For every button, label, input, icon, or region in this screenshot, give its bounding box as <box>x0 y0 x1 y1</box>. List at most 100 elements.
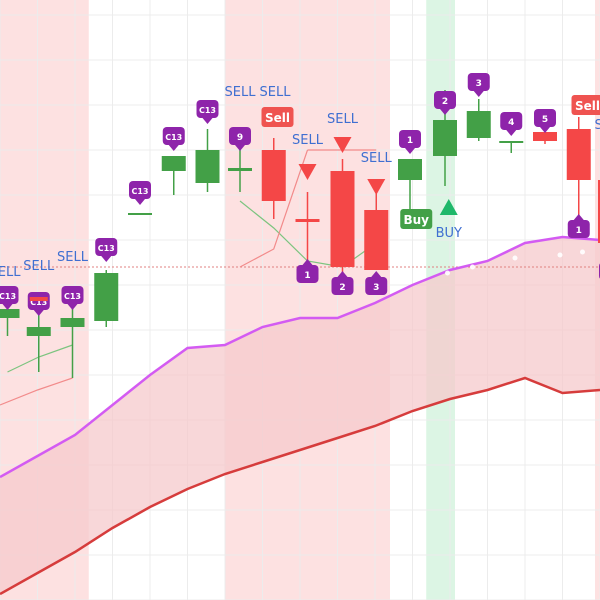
candle-body <box>261 150 286 201</box>
count-marker-box <box>162 127 185 145</box>
count-marker: 3 <box>467 73 490 97</box>
count-marker-box <box>365 277 388 295</box>
sell-box: Sell <box>261 107 294 127</box>
candle <box>598 180 600 243</box>
sell-arrow <box>298 164 317 180</box>
count-marker-pointer <box>67 304 78 310</box>
candle-body <box>566 129 591 180</box>
count-marker-pointer <box>540 127 550 133</box>
count-marker-pointer <box>573 214 584 220</box>
candle <box>295 192 320 261</box>
count-marker-label: 5 <box>542 115 548 125</box>
count-marker-box <box>434 91 456 109</box>
candle <box>499 141 524 153</box>
count-marker-pointer <box>235 145 245 151</box>
count-marker-box <box>296 265 319 283</box>
candle <box>398 159 422 210</box>
candle <box>161 156 186 195</box>
count-marker-pointer <box>168 145 179 151</box>
sell-box: Sell <box>571 95 600 115</box>
candle <box>466 99 491 141</box>
ma-fast-line <box>0 235 600 479</box>
trail-dot <box>445 270 450 276</box>
candle-body <box>0 309 20 318</box>
signal-box-label: Sell <box>265 111 290 125</box>
count-marker-pointer <box>302 259 313 265</box>
candle-body <box>398 159 422 180</box>
count-marker-pointer <box>202 118 213 124</box>
candle <box>261 138 286 219</box>
count-marker: C13 <box>129 181 151 205</box>
count-marker-box <box>399 130 421 148</box>
trail-line <box>239 200 343 268</box>
count-marker-label: C13 <box>30 298 47 307</box>
count-marker-pointer <box>33 310 44 316</box>
signal-box-bg <box>571 95 600 115</box>
candle-body <box>598 180 600 243</box>
candle <box>60 309 85 378</box>
candle-body <box>433 120 457 156</box>
candle-body <box>128 213 152 215</box>
count-marker-box <box>467 73 490 91</box>
count-marker-label: C13 <box>98 244 115 253</box>
sell-signal-label: SELL <box>327 112 359 127</box>
signal-box-label: Sell <box>575 99 600 113</box>
candle-body <box>466 111 491 138</box>
candle <box>26 312 51 372</box>
candle <box>566 117 591 216</box>
trail-dot <box>557 252 563 258</box>
count-marker-box <box>229 127 251 145</box>
count-marker-label: C13 <box>0 292 16 301</box>
count-marker: 3 <box>365 271 388 295</box>
candle-body <box>533 132 557 141</box>
count-marker-box <box>331 277 354 295</box>
count-marker-label: C13 <box>64 292 81 301</box>
trail-dot <box>470 264 475 270</box>
candle <box>330 159 355 273</box>
candle <box>195 129 220 192</box>
signal-box-label: Buy <box>403 213 429 227</box>
candle-body <box>364 210 389 270</box>
count-marker-box <box>534 109 556 127</box>
count-marker-label: 9 <box>237 133 243 143</box>
candle <box>128 213 152 215</box>
candle-body <box>94 273 119 321</box>
candle-body <box>195 150 220 183</box>
sell-signal-label: SELL <box>225 85 257 100</box>
count-marker: C13 <box>95 238 118 262</box>
count-marker-box <box>61 286 84 304</box>
count-marker-label: 1 <box>304 271 310 281</box>
buy-box: Buy <box>400 209 433 229</box>
count-marker: 2 <box>434 91 456 115</box>
sell-signal-label: SELL <box>292 133 324 148</box>
buy-arrow <box>439 199 458 215</box>
sell-signal-label: SELL <box>0 265 21 280</box>
count-marker-pointer <box>337 271 348 277</box>
trail-dot <box>580 249 585 255</box>
count-marker-pointer <box>101 256 112 262</box>
candle-body <box>26 327 51 336</box>
count-marker-pointer <box>135 199 145 205</box>
count-marker: 1 <box>399 130 421 154</box>
sell-signal-label: SELL <box>361 151 393 166</box>
count-marker: 2 <box>331 271 354 295</box>
sell-signal-label: SELL <box>260 85 292 100</box>
ma-slow-line <box>0 376 600 596</box>
candle-body <box>330 171 355 267</box>
count-marker-box <box>500 112 523 130</box>
count-marker-box <box>196 100 219 118</box>
count-marker-label: 4 <box>508 118 514 128</box>
count-marker: C13 <box>61 286 84 310</box>
count-marker-box <box>129 181 151 199</box>
candle <box>364 186 389 270</box>
count-marker-label: 2 <box>442 97 448 107</box>
sell-arrow <box>367 179 386 195</box>
trail-dot <box>512 255 518 261</box>
sell-signal-label: SELL <box>23 259 55 274</box>
count-marker-box <box>0 286 19 304</box>
count-marker-pointer <box>2 304 13 310</box>
count-marker: 1 <box>296 259 319 283</box>
count-marker-pointer <box>405 148 415 154</box>
count-marker: 4 <box>500 112 523 136</box>
